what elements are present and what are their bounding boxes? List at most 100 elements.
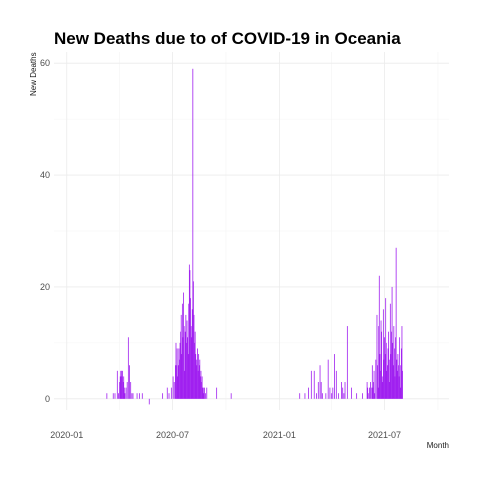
bar <box>366 382 368 399</box>
bar <box>125 387 127 399</box>
bar <box>123 376 125 399</box>
bar <box>400 387 402 399</box>
bar <box>114 393 116 399</box>
bar <box>327 359 329 399</box>
bar <box>182 337 184 399</box>
bar <box>387 348 389 399</box>
bar <box>374 393 376 399</box>
bar <box>194 342 195 399</box>
bar <box>190 298 191 399</box>
bar <box>391 286 393 399</box>
bar <box>176 348 178 399</box>
bar <box>394 348 395 399</box>
bar <box>389 359 391 399</box>
bar <box>199 376 201 399</box>
bar <box>382 382 384 399</box>
bar <box>201 376 203 399</box>
bar <box>185 314 187 399</box>
bar <box>191 337 193 399</box>
bar <box>184 370 186 399</box>
bar <box>343 393 345 399</box>
axis-ticks: 0 20 40 60 2020-01 2020-07 2021-01 2021-07 <box>40 58 401 440</box>
bar <box>396 370 398 399</box>
bar <box>204 387 205 399</box>
bar <box>308 387 309 399</box>
x-tick-label: 2021-01 <box>263 430 296 440</box>
bar <box>335 370 337 399</box>
x-axis-label: Month <box>427 441 449 450</box>
bar <box>196 365 198 399</box>
bar <box>398 365 399 399</box>
bar <box>193 314 195 399</box>
bar <box>396 359 398 399</box>
bar <box>400 348 402 399</box>
bar <box>178 348 180 399</box>
bar <box>304 393 306 399</box>
bar <box>195 359 197 399</box>
bar <box>395 247 397 399</box>
bar <box>124 393 126 399</box>
bar <box>320 382 322 399</box>
x-tick-label: 2020-07 <box>156 430 189 440</box>
bar <box>183 326 185 399</box>
bar <box>177 365 179 399</box>
bar <box>123 387 125 399</box>
y-tick-label: 0 <box>45 394 50 404</box>
bar <box>175 365 176 399</box>
bar <box>205 393 207 399</box>
bar <box>376 314 378 399</box>
bar <box>194 331 196 399</box>
bar <box>373 382 374 399</box>
bar <box>188 303 190 399</box>
y-tick-label: 20 <box>40 282 50 292</box>
bar <box>401 326 403 399</box>
bar <box>299 393 301 399</box>
bar <box>329 387 331 399</box>
bar <box>191 309 193 399</box>
bar <box>188 264 190 399</box>
bar <box>172 376 174 399</box>
bar <box>195 354 197 399</box>
bar <box>200 370 202 399</box>
bar <box>180 314 182 399</box>
bar <box>181 303 183 399</box>
bar <box>141 393 143 399</box>
bar <box>346 326 348 399</box>
bar <box>377 365 378 399</box>
bar <box>106 393 108 399</box>
bar <box>129 365 130 399</box>
bar <box>197 370 199 399</box>
bar <box>317 382 319 399</box>
bar <box>206 387 208 399</box>
bar <box>126 382 128 399</box>
bar <box>370 382 371 399</box>
bar <box>378 326 380 399</box>
bar <box>168 393 170 399</box>
bar <box>186 320 188 399</box>
bar <box>202 387 204 399</box>
bar <box>381 331 383 399</box>
bar <box>388 382 390 399</box>
bar <box>170 387 172 399</box>
bar <box>184 331 186 399</box>
bar <box>371 387 373 399</box>
bar <box>383 359 385 399</box>
bar <box>179 342 181 399</box>
bar <box>321 393 323 399</box>
bar <box>162 393 164 399</box>
bar <box>380 320 382 399</box>
y-tick-label: 40 <box>40 170 50 180</box>
bar <box>341 382 342 399</box>
bar <box>136 393 138 399</box>
bar <box>397 354 399 399</box>
bar <box>183 292 184 399</box>
bar <box>187 354 189 399</box>
bar <box>373 370 375 399</box>
bar <box>186 342 187 399</box>
bar <box>175 342 177 399</box>
bar <box>391 331 392 399</box>
bar <box>173 382 175 399</box>
bar <box>387 365 388 399</box>
bar <box>372 387 374 399</box>
bar <box>393 326 395 399</box>
